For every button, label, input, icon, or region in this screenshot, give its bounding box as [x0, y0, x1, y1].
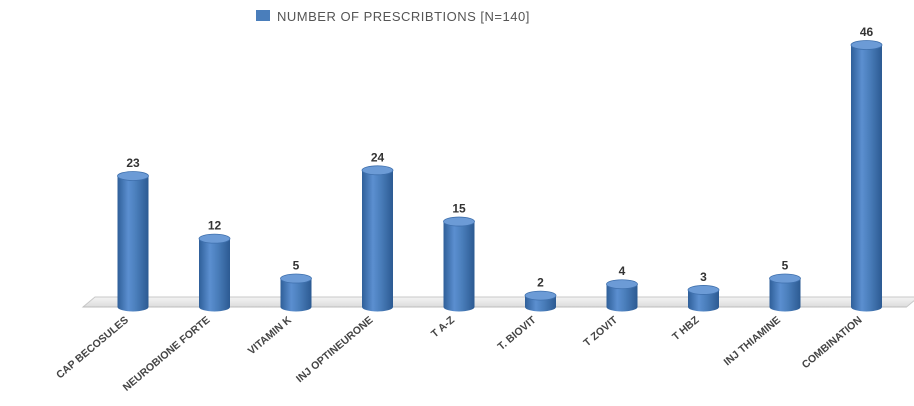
bar-body [769, 278, 801, 312]
category-label: VITAMIN K [246, 314, 295, 357]
bar-body [443, 221, 475, 312]
bar [443, 216, 475, 312]
bar-body [362, 170, 393, 312]
bar [606, 279, 638, 312]
bar [524, 290, 557, 312]
bar-cap [117, 171, 149, 181]
category-label: T ZOVIT [581, 314, 620, 349]
data-label: 5 [782, 259, 789, 273]
data-label: 3 [700, 270, 707, 284]
category-label: NEUROBIONE FORTE [121, 314, 213, 394]
bar [687, 285, 720, 312]
data-label: 12 [208, 219, 222, 233]
bar-cap [361, 165, 394, 176]
data-label: 24 [371, 150, 385, 164]
bar-body [851, 45, 882, 312]
data-label: 2 [537, 276, 544, 290]
legend-swatch [256, 10, 270, 21]
bar [198, 233, 231, 312]
bar-body [117, 176, 149, 312]
bar-body [688, 289, 719, 312]
category-label: CAP BECOSULES [54, 314, 131, 381]
bar-cap [280, 273, 312, 284]
bar [850, 40, 883, 312]
category-label: INJ OPTINEURONE [294, 314, 375, 385]
category-label: T HBZ [670, 314, 702, 343]
bar [117, 171, 149, 312]
data-label: 4 [619, 264, 626, 278]
bar-cap [606, 279, 638, 290]
bar-cap [443, 216, 475, 227]
category-label: COMBINATION [800, 314, 865, 371]
bar-body [280, 278, 312, 312]
bar-cap [198, 233, 231, 244]
bar [280, 273, 312, 312]
legend-label: NUMBER OF PRESCRIBTIONS [N=140] [277, 9, 530, 24]
data-label: 46 [860, 25, 874, 39]
bar [769, 273, 801, 312]
bar-cap [769, 273, 801, 284]
data-label: 23 [126, 156, 140, 170]
bar [361, 165, 394, 312]
bar-cap [524, 290, 557, 301]
category-label: INJ THIAMINE [722, 314, 783, 368]
category-label: T. BIOVIT [495, 314, 538, 353]
legend: NUMBER OF PRESCRIBTIONS [N=140] [256, 9, 530, 24]
category-label: T A-Z [429, 314, 457, 341]
bar-cap [850, 40, 883, 50]
bars [117, 40, 883, 312]
bar-body [199, 238, 230, 312]
data-label: 15 [452, 202, 466, 216]
data-label: 5 [293, 259, 300, 273]
bar-cap [687, 285, 720, 295]
bar-body [606, 284, 638, 312]
